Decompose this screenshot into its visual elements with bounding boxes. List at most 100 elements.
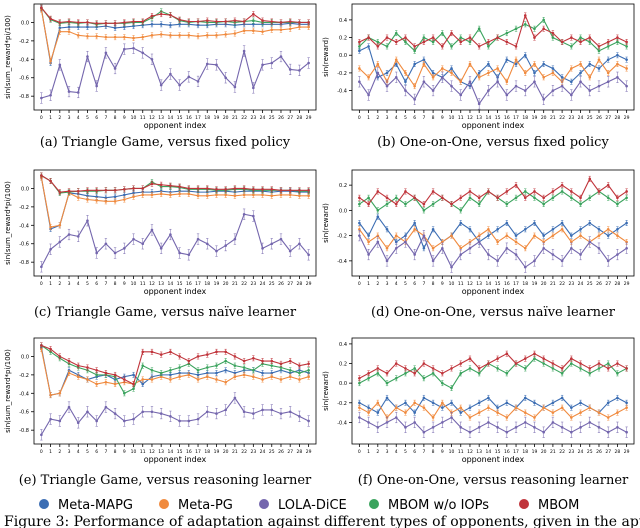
panel-b-point-mbom-w-o-iops — [477, 27, 481, 31]
panel-d-xtick-label: 11 — [458, 281, 464, 287]
panel-e-xtick-label: 12 — [149, 449, 155, 455]
panel-c-xtick-label: 10 — [131, 281, 137, 287]
panel-c-point-mbom — [298, 188, 301, 192]
panel-d-point-meta-pg — [496, 240, 499, 244]
panel-a-point-meta-pg — [187, 34, 191, 37]
panel-f-point-mbom — [422, 362, 426, 365]
panel-b-xtick-label: 19 — [532, 115, 538, 121]
panel-c-point-lola-dice — [86, 219, 89, 222]
panel-b-xtick-label: 21 — [550, 115, 556, 121]
panel-f-xtick-label: 13 — [476, 449, 482, 455]
panel-a-point-mbom — [76, 21, 80, 24]
panel-e-point-meta-pg — [233, 375, 237, 379]
panel-f-point-lola-dice — [394, 416, 398, 419]
legend-entry-meta-pg: Meta-PG — [159, 498, 233, 513]
panel-a-xtick-label: 15 — [177, 115, 183, 121]
panel-a-xtick-label: 13 — [158, 115, 164, 121]
panel-b-point-meta-mapg — [551, 67, 555, 70]
panel-d-point-lola-dice — [468, 246, 472, 250]
panel-e-xtick-label: 22 — [241, 449, 247, 455]
panel-e-xtick-label: 2 — [58, 449, 61, 455]
panel-e-xtick-label: 28 — [297, 449, 303, 455]
panel-e-point-mbom — [95, 368, 98, 372]
legend-marker-mbom — [519, 499, 529, 509]
panel-a-point-lola-dice — [40, 96, 43, 100]
panel-c-xtick-label: 3 — [68, 281, 71, 287]
panel-e-frame — [33, 337, 317, 445]
panel-c-point-lola-dice — [215, 249, 218, 253]
panel-f-point-mbom-w-o-iops — [616, 372, 619, 375]
panel-f-point-lola-dice — [385, 421, 389, 424]
panel-b-xtick-label: 2 — [376, 115, 379, 121]
panel-c-point-meta-pg — [196, 194, 200, 198]
panel-a-point-mbom — [307, 21, 310, 24]
panel-b-point-meta-pg — [570, 67, 573, 70]
panel-d-point-meta-mapg — [376, 215, 380, 218]
panel-a-point-mbom — [242, 20, 246, 23]
panel-c-point-lola-dice — [67, 233, 71, 236]
panel-c-xtick-label: 2 — [58, 281, 61, 287]
panel-d-point-meta-pg — [459, 246, 463, 250]
panel-b-xtick-label: 18 — [522, 115, 528, 121]
panel-f-point-meta-mapg — [606, 401, 610, 405]
panel-b-xtick-label: 0 — [358, 115, 361, 121]
panel-d-point-meta-pg — [616, 234, 619, 237]
panel-b-point-mbom — [404, 36, 407, 39]
panel-e-point-mbom — [40, 344, 43, 347]
panel-d-point-lola-dice — [450, 265, 453, 269]
panel-e-point-meta-pg — [49, 393, 52, 397]
panel-f-point-mbom — [570, 357, 573, 360]
panel-e-point-lola-dice — [288, 410, 292, 414]
panel-c-point-lola-dice — [196, 237, 200, 241]
panel-d-point-meta-mapg — [606, 234, 610, 237]
panel-f-point-meta-mapg — [413, 411, 416, 414]
panel-c-point-meta-pg — [141, 193, 145, 197]
panel-c-point-lola-dice — [123, 247, 126, 250]
panel-f-point-mbom-w-o-iops — [570, 362, 573, 365]
panel-f-point-mbom — [523, 357, 527, 360]
panel-f-point-lola-dice — [496, 426, 499, 429]
panel-e-xtick-label: 10 — [131, 449, 137, 455]
panel-f-xtick-label: 8 — [432, 449, 435, 455]
panel-e-point-mbom — [279, 362, 283, 366]
panel-d-point-lola-dice — [441, 246, 444, 250]
panel-d-caption: (d) One-on-One, versus naïve learner — [371, 305, 616, 320]
panel-f-xtick-label: 9 — [441, 449, 444, 455]
panel-f-point-meta-mapg — [385, 396, 389, 400]
panel-d-point-lola-dice — [487, 253, 490, 256]
panel-b-xtick-label: 26 — [596, 115, 602, 121]
panel-c-xtick-label: 6 — [95, 281, 98, 287]
panel-c-point-mbom — [76, 189, 80, 193]
panel-b-point-lola-dice — [533, 80, 536, 84]
panel-e-xtick-label: 6 — [95, 449, 98, 455]
panel-d-xtick-label: 12 — [467, 281, 473, 287]
panel-b-point-meta-mapg — [367, 45, 370, 48]
panel-a-point-meta-mapg — [58, 26, 62, 30]
panel-a-point-lola-dice — [307, 61, 310, 65]
panel-e-point-meta-pg — [178, 375, 181, 379]
panel-d-point-lola-dice — [616, 253, 619, 256]
panel-e-point-meta-pg — [215, 378, 218, 381]
panel-e-point-mbom — [215, 350, 218, 354]
panel-a-point-meta-pg — [159, 33, 163, 36]
panel-b-point-mbom-w-o-iops — [413, 49, 416, 53]
panel-f-point-lola-dice — [367, 421, 370, 424]
panel-c-point-mbom — [307, 188, 310, 192]
panel-e-point-meta-pg — [252, 375, 255, 379]
panel-f-point-meta-pg — [477, 411, 481, 414]
panel-a-point-meta-pg — [215, 34, 218, 37]
panel-d-point-lola-dice — [533, 259, 536, 263]
panel-d-point-mbom — [487, 190, 490, 193]
panel-b-point-meta-pg — [367, 76, 370, 79]
panel-b-point-lola-dice — [523, 89, 527, 92]
panel-a-point-mbom — [141, 20, 145, 23]
panel-d-point-lola-dice — [551, 253, 555, 256]
panel-e-point-lola-dice — [49, 417, 52, 421]
panel-f-point-mbom — [477, 367, 481, 370]
panel-d-series-meta-mapg — [358, 213, 628, 252]
panel-c-point-mbom — [113, 188, 117, 192]
panel-f-xtick-label: 21 — [550, 449, 556, 455]
panel-d-point-mbom — [579, 196, 582, 200]
panel-b-frame — [351, 3, 635, 111]
panel-d-xtick-label: 9 — [441, 281, 444, 287]
